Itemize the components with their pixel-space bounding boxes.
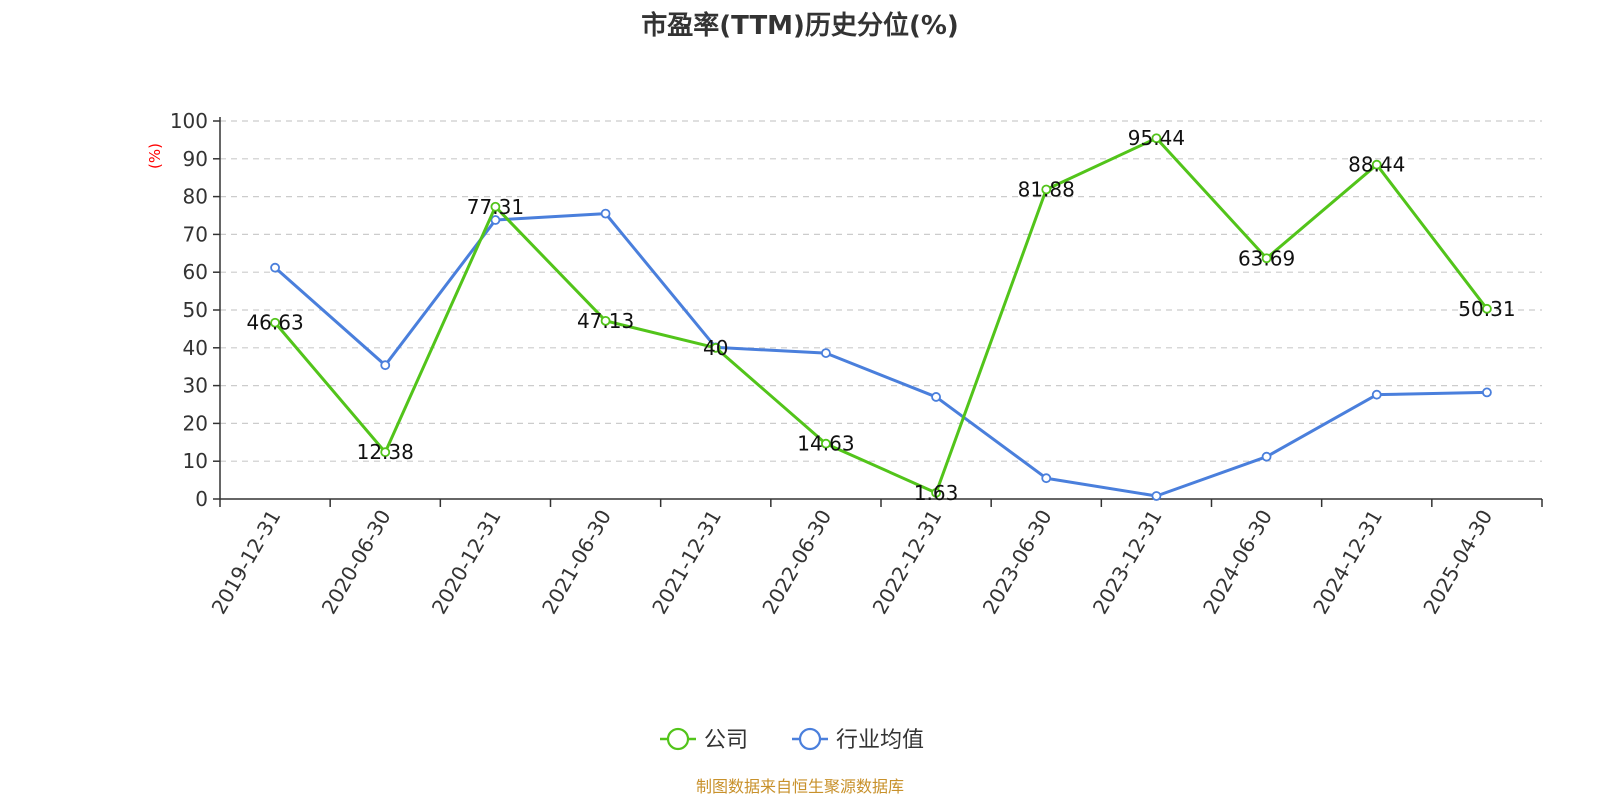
- y-tick-label: 30: [183, 374, 208, 398]
- data-point[interactable]: [270, 262, 280, 273]
- data-label: 81.88: [1018, 177, 1075, 201]
- y-tick-label: 80: [183, 185, 208, 209]
- y-tick-label: 40: [183, 336, 208, 360]
- data-point[interactable]: [380, 360, 391, 371]
- x-tick-label: 2023-06-30: [978, 506, 1057, 619]
- y-tick-label: 0: [195, 487, 208, 511]
- chart-title: 市盈率(TTM)历史分位(%): [641, 10, 959, 41]
- data-label: 63.69: [1238, 246, 1295, 270]
- data-point[interactable]: [931, 392, 941, 402]
- data-point[interactable]: [931, 487, 941, 498]
- y-tick-label: 50: [183, 298, 208, 322]
- x-tick-label: 2021-06-30: [537, 506, 616, 619]
- data-point[interactable]: [1041, 184, 1052, 195]
- x-tick-label: 2019-12-31: [207, 506, 286, 619]
- x-tick-label: 2024-12-31: [1308, 506, 1387, 619]
- data-point[interactable]: [1482, 303, 1492, 314]
- data-label: 14.63: [797, 432, 854, 456]
- data-point[interactable]: [600, 208, 611, 219]
- data-point[interactable]: [1151, 491, 1162, 501]
- series-line-0: [273, 136, 1489, 495]
- data-point[interactable]: [1041, 473, 1052, 484]
- data-point[interactable]: [1261, 253, 1272, 264]
- x-tick-label: 2022-06-30: [757, 506, 836, 619]
- x-tick-label: 2023-12-31: [1088, 506, 1167, 619]
- data-label: 47.13: [577, 309, 634, 333]
- x-tick-label: 2022-12-31: [868, 505, 947, 618]
- legend-marker: [666, 727, 690, 751]
- y-axis-label: (%): [146, 143, 164, 169]
- data-labels: 46.63 12.38 77.31 47.13 40 14.63 1.63 81.88 95.4…: [246, 126, 1515, 505]
- data-label: 95.44: [1128, 126, 1185, 150]
- data-point[interactable]: [1482, 387, 1492, 398]
- data-label: 12.38: [357, 440, 414, 464]
- data-point[interactable]: [1151, 133, 1162, 144]
- y-tick-label: 70: [183, 222, 208, 246]
- data-point[interactable]: [821, 348, 831, 358]
- series-lines: [270, 133, 1492, 501]
- data-point[interactable]: [270, 317, 280, 328]
- data-point[interactable]: [1371, 159, 1382, 170]
- data-point[interactable]: [490, 215, 501, 225]
- legend-item-1[interactable]: 行业均值: [792, 727, 924, 753]
- data-source-note: 制图数据来自恒生聚源数据库: [696, 777, 904, 796]
- data-label: 50.31: [1458, 297, 1515, 321]
- y-tick-label: 10: [183, 449, 208, 473]
- x-tick-label: 2025-04-30: [1418, 506, 1497, 619]
- data-point[interactable]: [710, 342, 721, 353]
- legend[interactable]: 公司 行业均值: [660, 727, 924, 753]
- data-label: 77.31: [467, 195, 524, 219]
- data-point[interactable]: [1371, 389, 1382, 400]
- legend-label: 行业均值: [836, 728, 924, 753]
- x-tick-label: 2020-06-30: [317, 506, 396, 619]
- data-point[interactable]: [600, 315, 611, 326]
- y-tick-label: 100: [170, 109, 208, 133]
- legend-item-0[interactable]: 公司: [660, 727, 748, 753]
- data-label: 1.63: [914, 481, 959, 505]
- data-point[interactable]: [380, 447, 391, 458]
- x-tick-label: 2020-12-31: [427, 505, 506, 618]
- legend-marker: [798, 727, 822, 751]
- data-point[interactable]: [821, 438, 831, 449]
- data-label: 46.63: [246, 311, 303, 335]
- legend-label: 公司: [704, 728, 748, 753]
- data-label: 88.44: [1348, 153, 1405, 177]
- x-tick-label: 2024-06-30: [1198, 506, 1277, 619]
- data-point[interactable]: [490, 201, 501, 212]
- y-tick-label: 60: [183, 260, 208, 284]
- y-tick-label: 20: [183, 411, 208, 435]
- grid-lines: [220, 120, 1542, 462]
- data-point[interactable]: [1261, 451, 1272, 462]
- data-label: 40: [703, 336, 728, 360]
- y-tick-label: 90: [183, 147, 208, 171]
- x-tick-label: 2021-12-31: [647, 506, 726, 619]
- series-line-1: [274, 212, 1487, 498]
